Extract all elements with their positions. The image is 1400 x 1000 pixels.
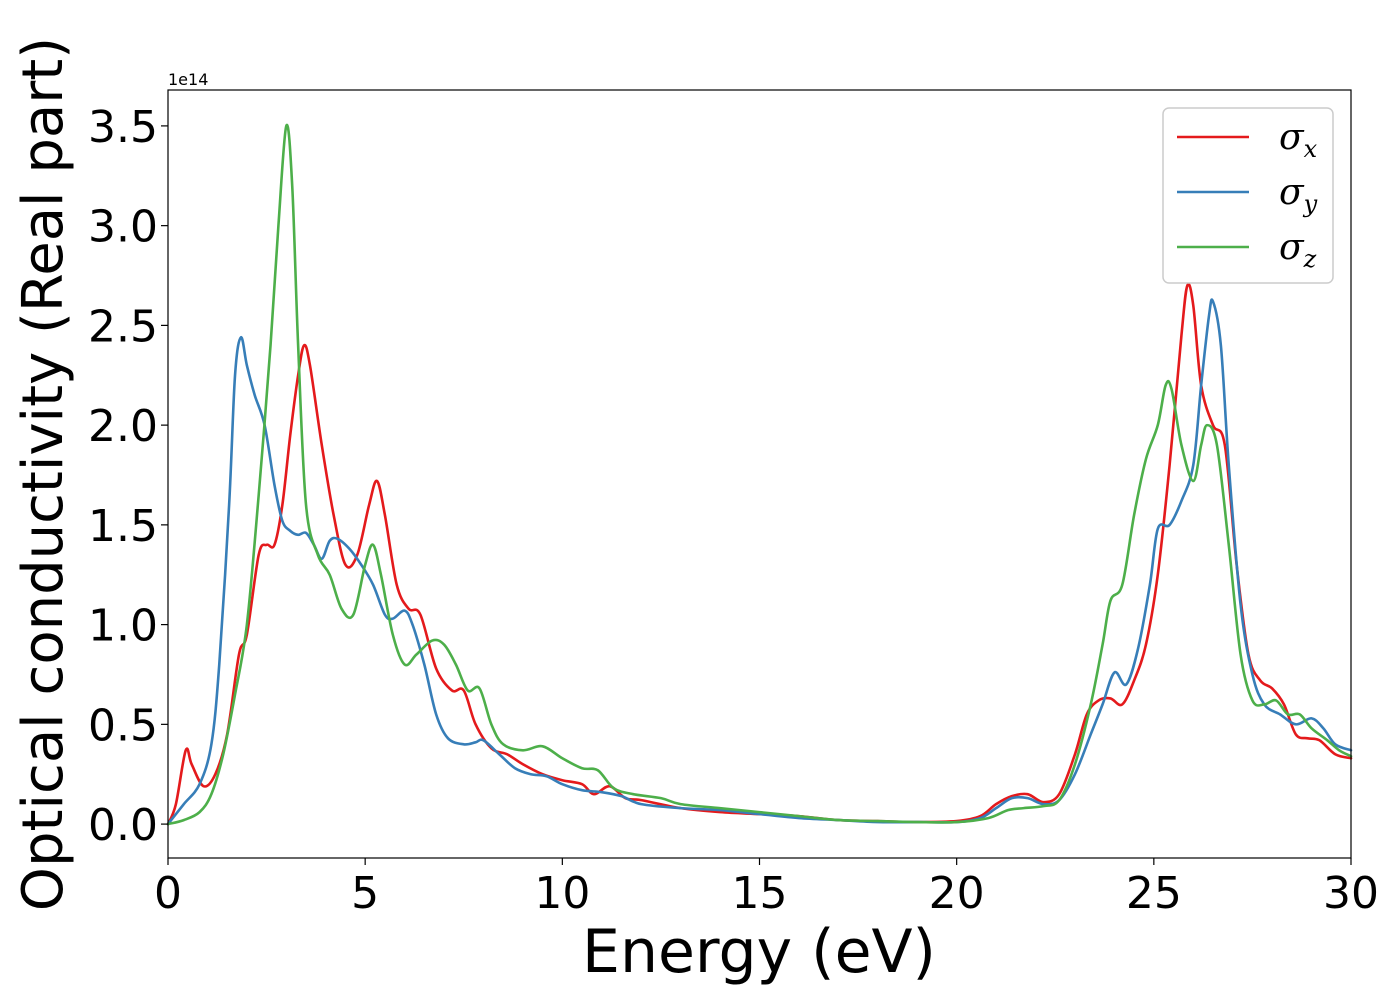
legend-label-z: σz <box>1279 227 1317 273</box>
legend-label-base: σ <box>1279 172 1305 213</box>
y-tick-label: 3.5 <box>88 102 158 153</box>
series-layer <box>166 123 1353 826</box>
y-offset-label: 1e14 <box>168 70 208 89</box>
y-tick-label: 1.5 <box>88 501 158 552</box>
y-tick-label: 2.5 <box>88 301 158 352</box>
y-tick-label: 1.0 <box>88 601 158 652</box>
y-tick-label: 0.0 <box>88 800 158 851</box>
legend-label-sub: y <box>1303 190 1318 218</box>
x-tick-label: 0 <box>154 868 182 919</box>
y-tick-label: 2.0 <box>88 401 158 452</box>
x-tick-label: 30 <box>1323 868 1379 919</box>
x-tick-label: 25 <box>1126 868 1182 919</box>
x-axis-label: Energy (eV) <box>582 917 936 987</box>
legend-label-y: σy <box>1279 172 1318 218</box>
y-tick-label: 3.0 <box>88 202 158 253</box>
x-axis: 0 5 10 15 20 25 30 <box>154 858 1379 919</box>
x-tick-label: 15 <box>732 868 788 919</box>
legend-frame <box>1162 107 1334 284</box>
legend-label-base: σ <box>1279 117 1305 158</box>
y-tick-label: 0.5 <box>88 700 158 751</box>
legend-label-base: σ <box>1279 227 1305 268</box>
x-tick-label: 20 <box>929 868 985 919</box>
x-tick-label: 5 <box>351 868 379 919</box>
legend-label-sub: z <box>1303 245 1317 273</box>
series-line-x <box>166 282 1353 826</box>
y-axis-label: Optical conductivity (Real part) <box>11 37 76 911</box>
x-tick-label: 10 <box>534 868 590 919</box>
series-line-z <box>166 123 1353 826</box>
y-axis: 0.0 0.5 1.0 1.5 2.0 2.5 3.0 3.5 <box>88 102 168 851</box>
legend-label-x: σx <box>1279 117 1318 163</box>
legend-label-sub: x <box>1304 135 1318 163</box>
series-line-y <box>166 298 1353 826</box>
